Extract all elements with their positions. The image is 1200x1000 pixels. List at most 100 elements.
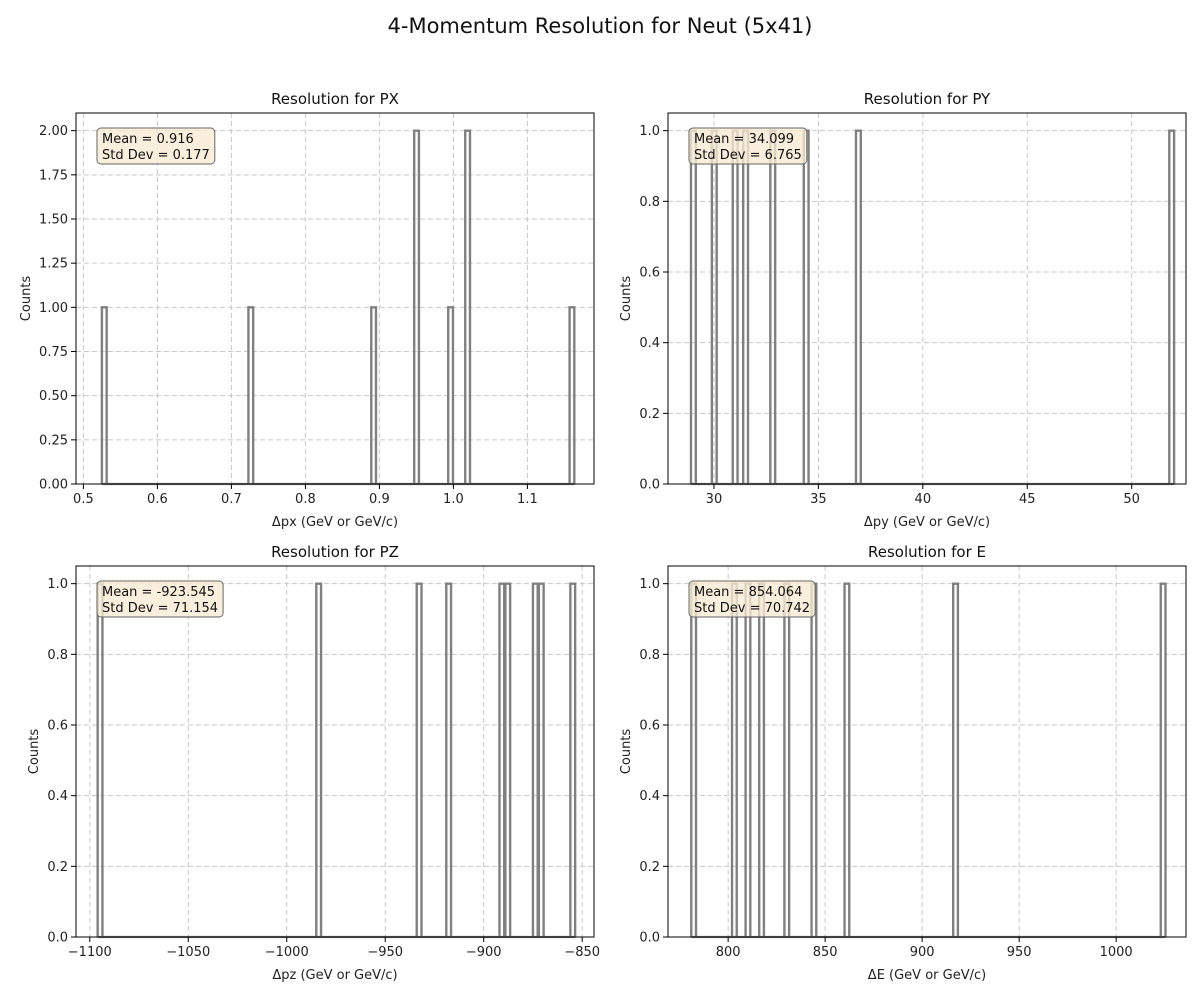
- subplot-1: 0.5 0.6 0.7 0.8 0.9 1.0 1.1 0.00 0.25 0.50 0.75 1.0…: [19, 90, 595, 530]
- y-axis-label: Counts: [19, 276, 34, 322]
- y-tick-label: 0.75: [39, 345, 68, 360]
- plot-frame: [667, 112, 1187, 485]
- stats-mean: Mean = 0.916: [102, 132, 194, 147]
- histogram-bar: [412, 129, 421, 484]
- subplot-title: Resolution for E: [868, 543, 986, 561]
- y-tick-label: 0.2: [639, 860, 660, 875]
- stats-mean: Mean = -923.545: [102, 585, 215, 600]
- histogram-bar: [731, 129, 739, 484]
- y-tick-label: 1.75: [39, 168, 68, 183]
- stats-box: [688, 127, 808, 165]
- histogram-bar: [531, 582, 539, 937]
- y-tick-label: 2.00: [39, 124, 68, 139]
- x-tick-label: −1000: [265, 945, 309, 960]
- histogram-bar: [1159, 582, 1167, 937]
- x-tick-label: 35: [810, 492, 827, 507]
- histogram-bar: [370, 306, 378, 484]
- y-tick-label: 0.6: [639, 266, 660, 281]
- stats-mean: Mean = 854.064: [694, 585, 802, 600]
- histogram-bar: [689, 129, 697, 484]
- histogram-bar: [100, 306, 108, 484]
- x-tick-label: 30: [706, 492, 723, 507]
- x-tick-label: 0.5: [73, 492, 94, 507]
- stats-mean: Mean = 34.099: [694, 132, 794, 147]
- x-tick-label: 850: [813, 945, 838, 960]
- x-tick-label: 950: [1007, 945, 1032, 960]
- histogram-bar: [415, 582, 423, 937]
- histogram-bar: [445, 582, 453, 937]
- x-tick-label: 1.1: [517, 492, 538, 507]
- histogram-bar: [741, 129, 750, 484]
- y-tick-label: 0.4: [639, 789, 660, 804]
- y-tick-label: 1.0: [47, 577, 68, 592]
- x-tick-label: 0.8: [295, 492, 316, 507]
- histogram-bar: [568, 306, 576, 484]
- y-tick-label: 0.6: [47, 719, 68, 734]
- stats-std: Std Dev = 70.742: [694, 601, 810, 616]
- stats-std: Std Dev = 6.765: [694, 148, 802, 163]
- y-tick-label: 0.8: [639, 195, 660, 210]
- histogram-bar: [744, 582, 752, 937]
- histogram-bar: [783, 582, 791, 937]
- histogram-bar: [690, 582, 698, 937]
- histogram-bar: [498, 582, 506, 937]
- subplot-title: Resolution for PX: [271, 90, 399, 108]
- y-tick-label: 0.0: [639, 478, 660, 493]
- histogram-bar: [537, 582, 545, 937]
- x-tick-label: −950: [367, 945, 403, 960]
- y-tick-label: 1.0: [639, 577, 660, 592]
- stats-std: Std Dev = 71.154: [102, 601, 218, 616]
- y-tick-label: 0.4: [47, 789, 68, 804]
- y-tick-label: 0.2: [47, 860, 68, 875]
- y-tick-label: 0.50: [39, 389, 68, 404]
- x-tick-label: −850: [564, 945, 600, 960]
- y-axis-label: Counts: [619, 276, 634, 322]
- stats-box: [96, 580, 224, 618]
- histogram-bar: [464, 129, 472, 484]
- subplot-title: Resolution for PY: [864, 90, 991, 108]
- x-tick-label: −1100: [68, 945, 112, 960]
- y-axis-label: Counts: [27, 729, 42, 775]
- y-tick-label: 0.25: [39, 433, 68, 448]
- stats-box: [96, 127, 216, 165]
- y-tick-label: 0.8: [639, 648, 660, 663]
- stats-box: [688, 580, 816, 618]
- stats-std: Std Dev = 0.177: [102, 148, 210, 163]
- histogram-bar: [96, 582, 104, 937]
- y-tick-label: 1.0: [639, 124, 660, 139]
- histogram-bar: [730, 582, 738, 937]
- histogram-bar: [247, 306, 255, 484]
- x-tick-label: 0.6: [147, 492, 168, 507]
- y-tick-label: 0.8: [47, 648, 68, 663]
- histogram-bar: [802, 129, 810, 484]
- histogram-bar: [1168, 129, 1176, 484]
- histogram-bar: [951, 582, 960, 937]
- histogram-bar: [757, 582, 766, 937]
- plot-frame: [667, 565, 1187, 938]
- y-tick-label: 0.2: [639, 407, 660, 422]
- x-tick-label: 1000: [1100, 945, 1133, 960]
- histogram-bar: [843, 582, 851, 937]
- y-tick-label: 0.0: [639, 931, 660, 946]
- subplot-2: 30 35 40 45 50 0.0 0.2 0.4 0.6 0.8 1.0 Resolution f…: [619, 90, 1187, 530]
- x-tick-label: 50: [1123, 492, 1140, 507]
- x-axis-label: Δpx (GeV or GeV/c): [272, 515, 398, 530]
- y-tick-label: 1.50: [39, 213, 68, 228]
- subplot-title: Resolution for PZ: [271, 543, 399, 561]
- x-tick-label: 1.0: [443, 492, 464, 507]
- x-tick-label: 0.7: [221, 492, 242, 507]
- histogram-bar: [854, 129, 862, 484]
- x-tick-label: 800: [716, 945, 741, 960]
- histogram-bar: [315, 582, 323, 937]
- y-tick-label: 0.0: [47, 931, 68, 946]
- subplot-4: 800 850 900 950 1000 0.0 0.2 0.4 0.6 0.8 1.0 Resolu…: [619, 543, 1187, 983]
- y-tick-label: 1.25: [39, 257, 68, 272]
- y-tick-label: 0.00: [39, 478, 68, 493]
- subplot-3: −1100 −1050 −1000 −950 −900 −850 0.0 0.2 0.4 0.6 0…: [27, 543, 600, 983]
- x-axis-label: ΔE (GeV or GeV/c): [868, 968, 986, 983]
- histogram-bar: [810, 582, 818, 937]
- histogram-bar: [447, 306, 455, 484]
- histogram-bar: [504, 582, 512, 937]
- x-axis-label: Δpy (GeV or GeV/c): [864, 515, 990, 530]
